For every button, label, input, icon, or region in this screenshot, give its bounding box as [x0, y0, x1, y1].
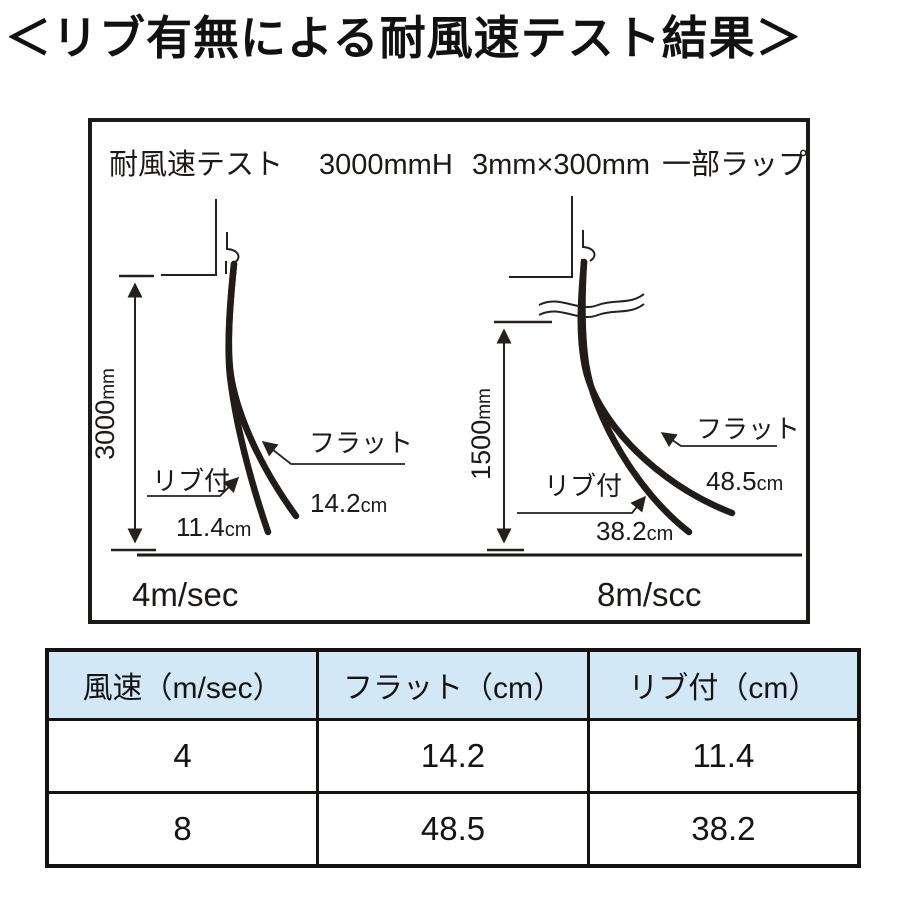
left-test-figure: 3000mm フラット リブ付 14.2cm 11.4cm 4m/sec	[92, 199, 413, 613]
col-header-wind-speed: 風速（m/sec）	[45, 648, 320, 721]
right-flat-leader	[660, 432, 777, 448]
right-hook-clip	[582, 230, 596, 262]
right-test-figure: 1500mm フラット リブ付 48.5cm 38.2cm 8m/scc	[466, 196, 800, 613]
left-rib-label: リブ付	[152, 466, 230, 496]
right-rib-measure: 38.2cm	[596, 516, 673, 546]
left-hook-clip	[226, 232, 240, 264]
diagram-header-wrap: 一部ラップ	[662, 148, 806, 181]
left-rib-leader	[147, 476, 240, 497]
right-bracket-line	[509, 196, 573, 278]
diagram-canvas: 耐風速テスト 3000mmH 3mm×300mm 一部ラップ 3000mm フラ…	[92, 148, 806, 613]
diagram-header-size: 3mm×300mm	[472, 149, 650, 181]
break-wave-bottom	[538, 303, 645, 318]
cell-rib-4: 11.4	[586, 718, 861, 794]
right-dim-label: 1500mm	[466, 388, 496, 480]
cell-flat-8: 48.5	[316, 791, 590, 868]
col-header-rib: リブ付（cm）	[586, 648, 861, 721]
left-flat-label: フラット	[309, 428, 413, 458]
cell-wind-8: 8	[45, 791, 320, 868]
diagram-header-test-name: 耐風速テスト	[109, 148, 283, 181]
col-header-flat: フラット（cm）	[316, 648, 590, 721]
right-rib-curve	[579, 258, 693, 536]
cell-wind-4: 4	[45, 718, 320, 794]
left-rib-measure: 11.4cm	[176, 512, 251, 542]
right-flat-label: フラット	[696, 414, 800, 444]
right-flat-measure: 48.5cm	[706, 466, 783, 496]
wind-test-diagram: 耐風速テスト 3000mmH 3mm×300mm 一部ラップ 3000mm フラ…	[88, 118, 810, 624]
right-rib-label: リブ付	[544, 471, 622, 501]
right-wind-speed-label: 8m/scc	[597, 576, 702, 613]
right-rib-leader	[517, 495, 646, 514]
left-dim-label: 3000mm	[92, 368, 120, 460]
break-wave-top	[538, 293, 645, 308]
left-wind-speed-label: 4m/sec	[132, 576, 238, 613]
page-title: ＜リブ有無による耐風速テスト結果＞	[5, 12, 803, 64]
left-flat-curve	[225, 260, 300, 520]
left-bracket-line	[161, 199, 217, 276]
table-header-row: 風速（m/sec） フラット（cm） リブ付（cm）	[45, 648, 861, 721]
cell-rib-8: 38.2	[586, 791, 861, 868]
left-flat-leader	[261, 441, 405, 465]
results-table: 風速（m/sec） フラット（cm） リブ付（cm） 4 14.2 11.4 8…	[45, 648, 861, 868]
table-row: 8 48.5 38.2	[45, 791, 861, 868]
diagram-header-height: 3000mmH	[319, 149, 453, 181]
table-row: 4 14.2 11.4	[45, 718, 861, 794]
left-rib-curve	[225, 260, 272, 536]
cell-flat-4: 14.2	[316, 718, 590, 794]
left-flat-measure: 14.2cm	[310, 488, 387, 518]
